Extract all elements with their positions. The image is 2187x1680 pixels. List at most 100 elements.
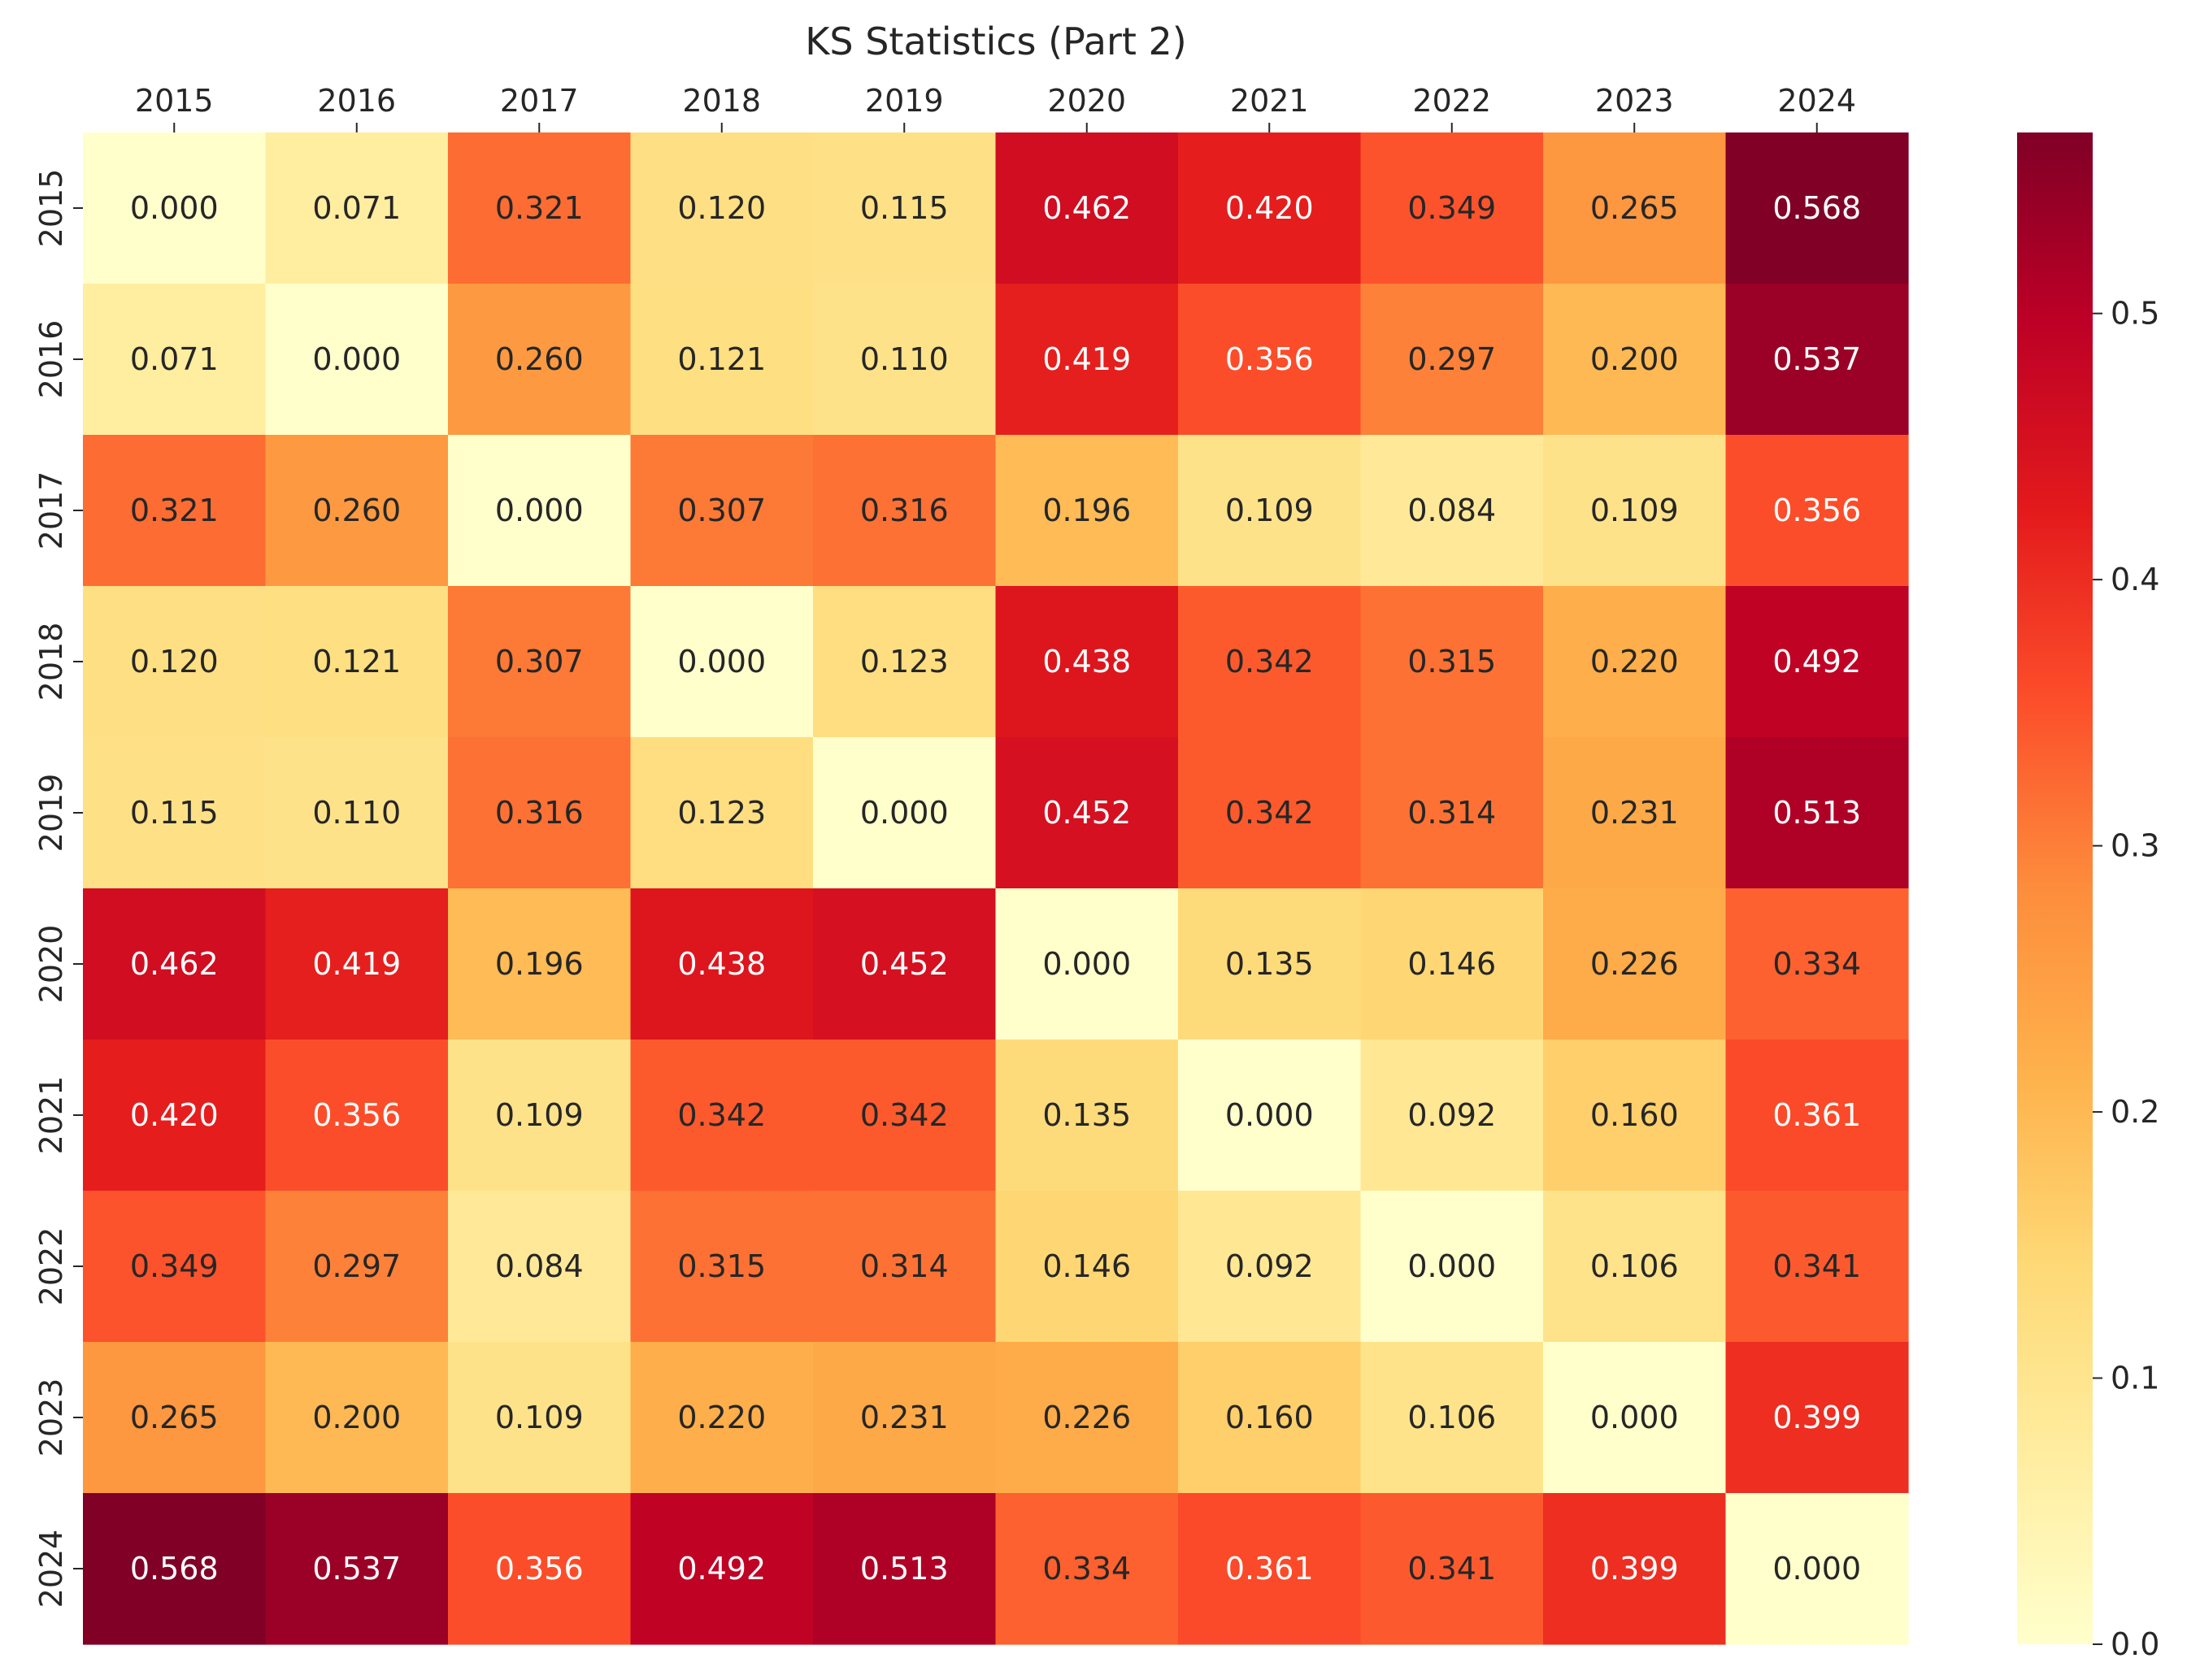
- cell-value-label: 0.297: [312, 1248, 401, 1284]
- heatmap-cell: [83, 1191, 267, 1343]
- heatmap-cell: [1725, 132, 1909, 284]
- heatmap-cell: [1178, 1493, 1362, 1645]
- cell-value-label: 0.000: [1225, 1097, 1314, 1133]
- heatmap-cell: [1725, 1342, 1909, 1494]
- cell-value-label: 0.220: [1590, 644, 1679, 679]
- cell-value-label: 0.121: [312, 644, 401, 679]
- heatmap-cell: [1360, 1191, 1544, 1343]
- y-axis: 2015 2016 2017 2018 2019 2020 2021 2022 2023 2024: [33, 169, 83, 1608]
- cell-value-label: 0.120: [130, 644, 219, 679]
- cell-value-label: 0.106: [1407, 1400, 1496, 1435]
- cell-value-label: 0.341: [1772, 1248, 1861, 1284]
- heatmap-cell: [1725, 284, 1909, 436]
- heatmap-cell: [1543, 132, 1727, 284]
- cell-value-label: 0.115: [860, 190, 949, 226]
- y-tick-label: 2018: [33, 623, 69, 701]
- heatmap-cell: [83, 1493, 267, 1645]
- heatmap-cell: [83, 737, 267, 889]
- heatmap-cell: [83, 284, 267, 436]
- heatmap-cell: [265, 888, 449, 1040]
- cell-value-label: 0.000: [677, 644, 766, 679]
- heatmap-cell: [630, 132, 814, 284]
- heatmap-cell: [448, 1191, 632, 1343]
- heatmap-cell: [813, 888, 997, 1040]
- cell-value-label: 0.356: [495, 1551, 584, 1587]
- heatmap-cell: [1725, 737, 1909, 889]
- x-tick-label: 2018: [682, 83, 761, 119]
- cell-value-label: 0.307: [677, 493, 766, 528]
- heatmap-cell: [1360, 888, 1544, 1040]
- cell-value-label: 0.342: [1225, 795, 1314, 831]
- heatmap-cell: [1178, 1191, 1362, 1343]
- colorbar-tick-label: 0.1: [2111, 1361, 2159, 1396]
- cell-value-label: 0.356: [1225, 341, 1314, 377]
- cell-value-label: 0.260: [312, 493, 401, 528]
- heatmap-cell: [448, 737, 632, 889]
- cell-value-label: 0.260: [495, 341, 584, 377]
- heatmap-cell: [1178, 132, 1362, 284]
- heatmap-cell: [1360, 435, 1544, 587]
- cell-value-label: 0.452: [1042, 795, 1131, 831]
- colorbar-ticks: 0.0 0.1 0.2 0.3 0.4 0.5: [2093, 296, 2159, 1662]
- x-tick-label: 2023: [1595, 83, 1674, 119]
- cell-value-label: 0.109: [495, 1400, 584, 1435]
- cell-value-label: 0.160: [1225, 1400, 1314, 1435]
- y-tick-label: 2023: [33, 1378, 69, 1457]
- cell-value-label: 0.121: [677, 341, 766, 377]
- heatmap-cell: [265, 737, 449, 889]
- cell-value-label: 0.092: [1225, 1248, 1314, 1284]
- cell-value-label: 0.000: [1590, 1400, 1679, 1435]
- heatmap-cell: [995, 1493, 1179, 1645]
- cell-value-label: 0.000: [1407, 1248, 1496, 1284]
- heatmap-cell: [630, 586, 814, 738]
- heatmap-cell: [995, 888, 1179, 1040]
- heatmap-cell: [1543, 284, 1727, 436]
- cell-value-label: 0.297: [1407, 341, 1496, 377]
- cell-value-label: 0.420: [130, 1097, 219, 1133]
- cell-value-label: 0.265: [130, 1400, 219, 1435]
- cell-value-label: 0.342: [860, 1097, 949, 1133]
- heatmap-cell: [813, 1342, 997, 1494]
- heatmap-cell: [995, 586, 1179, 738]
- heatmap-cell: [448, 1493, 632, 1645]
- cell-value-label: 0.109: [1225, 493, 1314, 528]
- cell-value-label: 0.321: [130, 493, 219, 528]
- cell-value-label: 0.160: [1590, 1097, 1679, 1133]
- cell-value-label: 0.356: [1772, 493, 1861, 528]
- cell-value-label: 0.084: [495, 1248, 584, 1284]
- cell-value-label: 0.307: [495, 644, 584, 679]
- cell-value-label: 0.115: [130, 795, 219, 831]
- cell-value-label: 0.462: [130, 946, 219, 982]
- x-tick-label: 2017: [500, 83, 579, 119]
- cell-value-label: 0.314: [860, 1248, 949, 1284]
- heatmap-cell: [1360, 1493, 1544, 1645]
- heatmap-cell: [995, 1040, 1179, 1192]
- heatmap-cell: [1178, 888, 1362, 1040]
- heatmap-cell: [630, 1342, 814, 1494]
- heatmap-cell: [1360, 1040, 1544, 1192]
- heatmap-cell: [83, 1040, 267, 1192]
- cell-value-label: 0.342: [677, 1097, 766, 1133]
- heatmap-cell: [1360, 737, 1544, 889]
- cell-value-label: 0.356: [312, 1097, 401, 1133]
- heatmap-cell: [1360, 586, 1544, 738]
- cell-value-label: 0.361: [1225, 1551, 1314, 1587]
- heatmap-cell: [1725, 1191, 1909, 1343]
- x-tick-label: 2021: [1230, 83, 1309, 119]
- cell-value-label: 0.220: [677, 1400, 766, 1435]
- heatmap-cell: [83, 435, 267, 587]
- cell-value-label: 0.316: [860, 493, 949, 528]
- heatmap-cell: [265, 1493, 449, 1645]
- heatmap-cell: [813, 132, 997, 284]
- cell-value-label: 0.334: [1042, 1551, 1131, 1587]
- colorbar-tick-label: 0.3: [2111, 828, 2159, 864]
- cell-value-label: 0.315: [1407, 644, 1496, 679]
- x-tick-label: 2016: [317, 83, 396, 119]
- cell-value-label: 0.123: [677, 795, 766, 831]
- cell-value-label: 0.200: [312, 1400, 401, 1435]
- colorbar-tick-label: 0.5: [2111, 296, 2159, 332]
- heatmap-cell: [265, 132, 449, 284]
- heatmap-cell: [265, 435, 449, 587]
- cell-value-label: 0.342: [1225, 644, 1314, 679]
- heatmap-cell: [448, 888, 632, 1040]
